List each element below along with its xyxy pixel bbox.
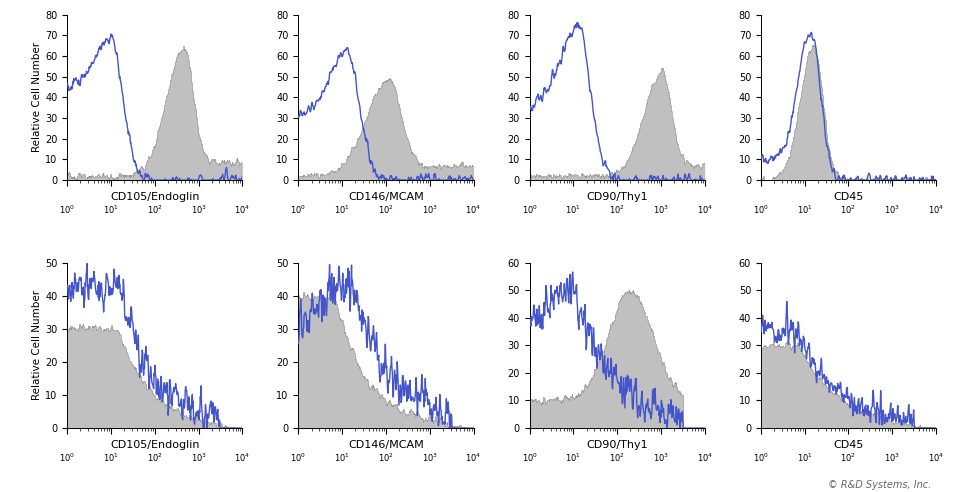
X-axis label: CD146/MCAM: CD146/MCAM <box>348 192 424 202</box>
Text: $10^1$: $10^1$ <box>797 203 812 215</box>
Text: $10^1$: $10^1$ <box>797 451 812 463</box>
Text: $10^1$: $10^1$ <box>334 203 350 215</box>
X-axis label: CD45: CD45 <box>833 440 864 450</box>
Text: $10^2$: $10^2$ <box>378 451 394 463</box>
Text: $10^4$: $10^4$ <box>234 451 251 463</box>
Y-axis label: Relative Cell Number: Relative Cell Number <box>33 42 42 153</box>
Text: © R&D Systems, Inc.: © R&D Systems, Inc. <box>828 480 931 490</box>
Text: $10^3$: $10^3$ <box>884 203 900 215</box>
Text: $10^0$: $10^0$ <box>753 203 769 215</box>
Text: $10^4$: $10^4$ <box>697 203 713 215</box>
Text: $10^1$: $10^1$ <box>565 203 582 215</box>
Text: $10^3$: $10^3$ <box>653 203 669 215</box>
Text: $10^3$: $10^3$ <box>421 451 438 463</box>
Text: $10^2$: $10^2$ <box>147 203 163 215</box>
Text: $10^0$: $10^0$ <box>60 451 75 463</box>
Text: $10^0$: $10^0$ <box>521 203 538 215</box>
Text: $10^4$: $10^4$ <box>466 451 482 463</box>
Text: $10^1$: $10^1$ <box>334 451 350 463</box>
Text: $10^0$: $10^0$ <box>753 451 769 463</box>
Text: $10^4$: $10^4$ <box>234 203 251 215</box>
Text: $10^2$: $10^2$ <box>147 451 163 463</box>
X-axis label: CD105/Endoglin: CD105/Endoglin <box>110 440 200 450</box>
Text: $10^2$: $10^2$ <box>610 203 625 215</box>
Text: $10^0$: $10^0$ <box>290 451 306 463</box>
Text: $10^3$: $10^3$ <box>190 451 206 463</box>
Text: $10^2$: $10^2$ <box>610 451 625 463</box>
X-axis label: CD45: CD45 <box>833 192 864 202</box>
Text: $10^2$: $10^2$ <box>840 203 856 215</box>
Text: $10^1$: $10^1$ <box>103 203 119 215</box>
Text: $10^2$: $10^2$ <box>840 451 856 463</box>
Text: $10^3$: $10^3$ <box>190 203 206 215</box>
X-axis label: CD146/MCAM: CD146/MCAM <box>348 440 424 450</box>
Text: $10^3$: $10^3$ <box>884 451 900 463</box>
Text: $10^3$: $10^3$ <box>653 451 669 463</box>
Text: $10^0$: $10^0$ <box>521 451 538 463</box>
Text: $10^4$: $10^4$ <box>466 203 482 215</box>
Text: $10^3$: $10^3$ <box>421 203 438 215</box>
X-axis label: CD90/Thy1: CD90/Thy1 <box>587 192 648 202</box>
Text: $10^4$: $10^4$ <box>928 203 944 215</box>
Text: $10^1$: $10^1$ <box>565 451 582 463</box>
Text: $10^4$: $10^4$ <box>928 451 944 463</box>
Text: $10^0$: $10^0$ <box>60 203 75 215</box>
Text: $10^1$: $10^1$ <box>103 451 119 463</box>
X-axis label: CD105/Endoglin: CD105/Endoglin <box>110 192 200 202</box>
Text: $10^4$: $10^4$ <box>697 451 713 463</box>
Text: $10^2$: $10^2$ <box>378 203 394 215</box>
Text: $10^0$: $10^0$ <box>290 203 306 215</box>
X-axis label: CD90/Thy1: CD90/Thy1 <box>587 440 648 450</box>
Y-axis label: Relative Cell Number: Relative Cell Number <box>33 290 42 400</box>
